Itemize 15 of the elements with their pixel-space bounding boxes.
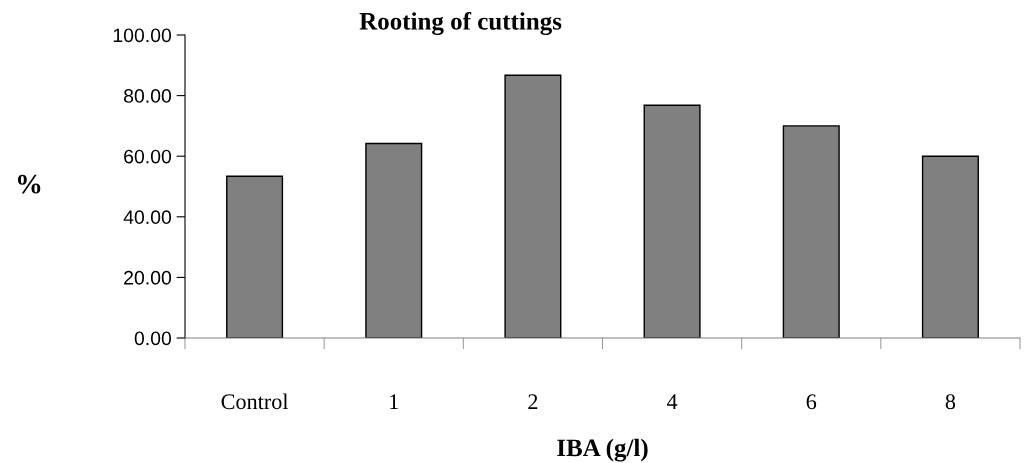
chart-title: Rooting of cuttings	[359, 11, 562, 35]
x-tick-label: 1	[390, 394, 398, 409]
x-tick-label: 2	[528, 394, 538, 409]
y-tick-label: 60.00	[124, 149, 172, 164]
x-tick-label: 4	[666, 394, 678, 409]
y-tick-label: 40.00	[123, 210, 172, 225]
y-tick-label: 100.00	[113, 28, 172, 43]
y-tick-label: 20.00	[124, 270, 172, 285]
y-axis-title: %	[17, 174, 41, 194]
x-tick-label: Control	[221, 393, 289, 410]
x-tick-label: 6	[806, 394, 817, 410]
y-tick-label: 0.00	[134, 331, 172, 346]
x-tick-label: 8	[945, 394, 956, 410]
x-axis-title: IBA (g/l)	[557, 438, 648, 462]
y-tick-label: 80.00	[124, 89, 172, 103]
